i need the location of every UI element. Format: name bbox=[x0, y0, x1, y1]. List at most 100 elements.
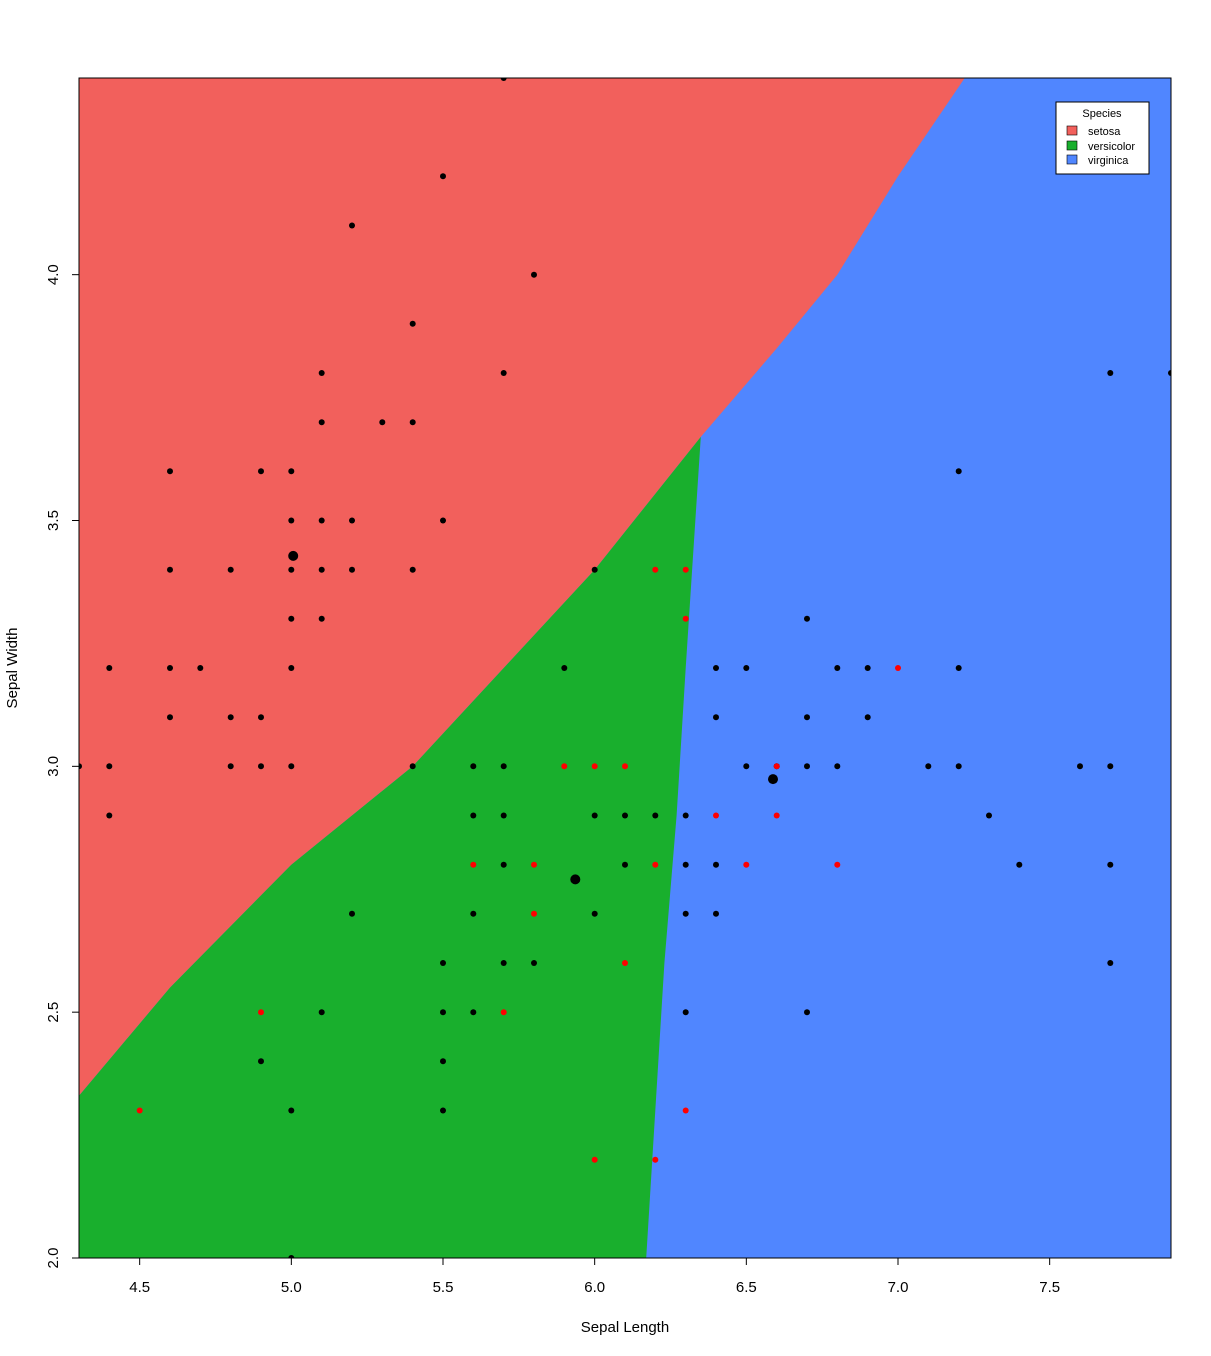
x-axis-title: Sepal Length bbox=[581, 1319, 669, 1336]
data-point bbox=[743, 763, 750, 770]
data-point bbox=[106, 665, 113, 671]
data-point bbox=[258, 468, 264, 475]
data-point bbox=[1107, 861, 1114, 868]
x-tick-label: 7.5 bbox=[1039, 1279, 1060, 1296]
misclassified-point bbox=[591, 1156, 598, 1163]
data-point bbox=[500, 78, 507, 81]
data-point bbox=[500, 763, 507, 770]
data-point bbox=[288, 566, 295, 573]
data-point bbox=[682, 861, 689, 868]
data-point bbox=[531, 960, 537, 966]
data-point bbox=[318, 1009, 325, 1016]
data-point bbox=[864, 665, 871, 671]
data-point bbox=[227, 714, 234, 721]
data-point bbox=[561, 665, 568, 671]
misclassified-point bbox=[258, 1009, 264, 1016]
data-point bbox=[470, 910, 477, 917]
misclassified-point bbox=[773, 812, 780, 819]
misclassified-point bbox=[834, 861, 841, 868]
data-point bbox=[1016, 861, 1023, 868]
data-point bbox=[440, 960, 446, 966]
data-point bbox=[318, 419, 325, 426]
data-point bbox=[622, 812, 628, 819]
data-point bbox=[804, 714, 810, 721]
x-tick-label: 6.0 bbox=[584, 1279, 605, 1296]
data-point bbox=[106, 812, 113, 819]
legend-label-versicolor: versicolor bbox=[1088, 141, 1135, 153]
data-point bbox=[440, 1009, 446, 1016]
misclassified-point bbox=[895, 665, 901, 671]
x-tick-label: 5.0 bbox=[281, 1279, 302, 1296]
data-point bbox=[288, 468, 295, 475]
misclassified-point bbox=[591, 763, 598, 770]
data-point bbox=[743, 665, 750, 671]
misclassified-point bbox=[622, 763, 628, 770]
data-point bbox=[500, 812, 507, 819]
data-point bbox=[167, 714, 173, 721]
data-point bbox=[1107, 763, 1114, 770]
data-point bbox=[258, 714, 264, 721]
x-axis: 4.5 5.0 5.5 6.0 6.5 7.0 7.5 bbox=[129, 1257, 1060, 1296]
data-point bbox=[804, 1009, 810, 1016]
data-point bbox=[440, 517, 446, 524]
centroid-point bbox=[288, 550, 299, 561]
data-point bbox=[1168, 370, 1171, 376]
data-point bbox=[1077, 763, 1083, 770]
y-tick-label: 3.5 bbox=[45, 510, 62, 531]
misclassified-point bbox=[561, 763, 568, 770]
data-point bbox=[713, 910, 719, 917]
data-point bbox=[409, 320, 416, 327]
data-point bbox=[288, 1107, 295, 1114]
data-point bbox=[470, 1009, 477, 1016]
data-point bbox=[986, 812, 992, 819]
legend-label-setosa: setosa bbox=[1088, 126, 1121, 138]
data-point bbox=[288, 665, 295, 671]
region-versicolor bbox=[79, 436, 701, 1258]
data-point bbox=[652, 812, 659, 819]
data-point bbox=[288, 1255, 295, 1258]
data-point bbox=[955, 763, 962, 770]
data-point bbox=[349, 566, 355, 573]
misclassified-point bbox=[682, 615, 689, 622]
misclassified-point bbox=[652, 861, 659, 868]
y-tick-label: 2.0 bbox=[45, 1248, 62, 1269]
data-point bbox=[440, 1058, 446, 1065]
legend-label-virginica: virginica bbox=[1088, 155, 1129, 167]
data-point bbox=[955, 665, 962, 671]
data-point bbox=[834, 763, 841, 770]
misclassified-point bbox=[682, 1107, 689, 1114]
misclassified-point bbox=[531, 861, 537, 868]
data-point bbox=[167, 566, 173, 573]
data-point bbox=[227, 566, 234, 573]
data-point bbox=[531, 271, 537, 278]
data-point bbox=[682, 910, 689, 917]
misclassified-point bbox=[470, 861, 477, 868]
data-point bbox=[318, 566, 325, 573]
data-point bbox=[349, 910, 355, 917]
data-point bbox=[349, 517, 355, 524]
data-point bbox=[409, 419, 416, 426]
data-point bbox=[440, 173, 446, 180]
y-tick-label: 4.0 bbox=[45, 264, 62, 285]
data-point bbox=[349, 222, 355, 229]
data-point bbox=[79, 763, 82, 770]
data-point bbox=[409, 566, 416, 573]
data-point bbox=[409, 763, 416, 770]
data-point bbox=[1107, 370, 1114, 376]
decision-regions bbox=[79, 78, 1171, 1258]
data-point bbox=[955, 468, 962, 475]
centroid-point bbox=[570, 874, 581, 885]
data-point bbox=[591, 812, 598, 819]
data-point bbox=[197, 665, 204, 671]
data-point bbox=[500, 861, 507, 868]
data-point bbox=[167, 665, 173, 671]
data-point bbox=[379, 419, 386, 426]
misclassified-point bbox=[652, 1156, 659, 1163]
misclassified-point bbox=[622, 960, 628, 966]
data-point bbox=[258, 763, 264, 770]
legend-title: Species bbox=[1082, 108, 1122, 120]
misclassified-point bbox=[531, 910, 537, 917]
data-point bbox=[470, 763, 477, 770]
region-setosa bbox=[79, 78, 965, 1096]
